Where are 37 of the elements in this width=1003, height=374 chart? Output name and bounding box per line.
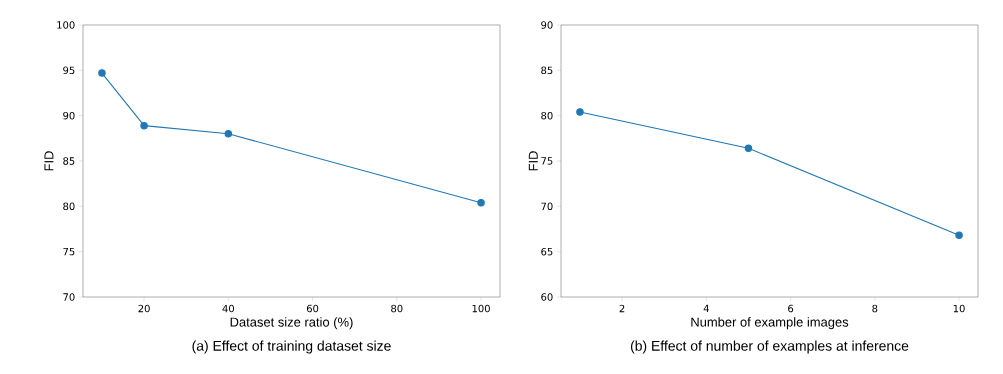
y-tick-label: 90 [63,111,75,120]
point [576,108,584,116]
y-tick-label: 60 [541,293,553,301]
y-tick-label: 70 [541,202,553,211]
y-tick-label: 85 [63,157,75,165]
y-tick-label: 80 [541,111,553,120]
y-tick-label: 75 [541,157,553,165]
x-tick-label: 6 [788,304,794,313]
point [98,69,106,77]
y-tick-label: 85 [541,66,553,75]
point [477,198,485,207]
point [955,231,963,240]
y-tick-label: 80 [63,202,75,211]
point [224,130,233,138]
x-axis-title: Dataset size ratio (%) [230,317,353,330]
y-tick-label: 95 [63,66,75,75]
point [744,144,753,153]
y-axis-title: FID [528,151,538,171]
x-axis-title: Number of example images [691,317,849,330]
x-tick-label: 4 [703,304,709,313]
x-tick-label: 20 [138,304,150,313]
x-tick-label: 10 [953,304,965,313]
x-tick-label: 80 [391,304,403,313]
x-tick-label: 2 [619,304,625,313]
point [140,121,148,130]
x-tick-label: 40 [222,304,234,313]
x-tick-label: 100 [472,304,490,313]
y-tick-label: 100 [57,21,75,29]
y-axis-title: FID [44,151,54,171]
text: (a) Effect of training dataset size [192,340,391,354]
y-tick-label: 90 [541,21,553,29]
x-tick-label: 8 [872,304,878,313]
y-tick-label: 75 [63,247,75,256]
x-tick-label: 60 [306,304,319,313]
y-tick-label: 65 [541,247,553,256]
text: (b) Effect of number of examples at inference [630,340,909,354]
y-tick-label: 70 [63,293,75,301]
